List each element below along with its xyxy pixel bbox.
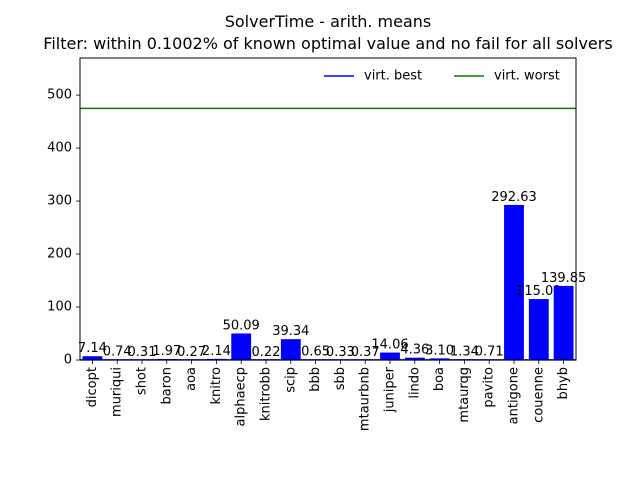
- data-label-knitrobb: 0.22: [252, 345, 281, 360]
- y-tick-label-500: 500: [47, 88, 72, 103]
- bar-antigone: [504, 204, 524, 360]
- x-tick-label-scip: scip: [283, 367, 298, 393]
- x-tick-label-knitro: knitro: [209, 367, 224, 405]
- chart-title: SolverTime - arith. means: [225, 12, 432, 31]
- data-label-boa: 3.10: [425, 343, 454, 358]
- bar-alphaecp: [231, 333, 252, 360]
- data-label-knitro: 2.14: [202, 344, 231, 359]
- x-tick-label-baron: baron: [159, 367, 174, 404]
- x-tick-label-aoa: aoa: [184, 367, 199, 391]
- axes-frame: [79, 57, 577, 361]
- data-label-baron: 1.97: [152, 344, 181, 359]
- data-label-mtaurbnb: 0.37: [351, 345, 380, 360]
- x-tick-label-pavito: pavito: [482, 367, 497, 408]
- y-tick-label-300: 300: [47, 194, 72, 209]
- bar-scip: [280, 339, 301, 360]
- y-tick-label-0: 0: [64, 353, 72, 368]
- legend-label-virt-best: virt. best: [364, 69, 422, 84]
- x-tick-label-dicopt: dicopt: [85, 367, 100, 407]
- data-label-aoa: 0.27: [177, 345, 206, 360]
- bar-couenne: [528, 299, 549, 360]
- x-tick-label-boa: boa: [432, 367, 447, 391]
- x-tick-label-muriqui: muriqui: [110, 367, 125, 417]
- x-tick-label-bbb: bbb: [308, 367, 323, 392]
- data-label-scip: 39.34: [272, 324, 309, 339]
- data-label-couenne: 115.01: [516, 284, 562, 299]
- x-tick-label-lindo: lindo: [407, 367, 422, 399]
- x-tick-label-alphaecp: alphaecp: [234, 367, 249, 426]
- plot-area: 7.14dicopt0.74muriqui0.31shot1.97baron0.…: [47, 57, 587, 431]
- data-label-alphaecp: 50.09: [223, 318, 260, 333]
- data-label-pavito: 0.71: [475, 345, 504, 360]
- x-tick-label-shot: shot: [135, 367, 150, 395]
- data-label-mtaurqg: 1.34: [450, 344, 479, 359]
- bar-dicopt: [82, 356, 103, 360]
- data-label-dicopt: 7.14: [78, 341, 107, 356]
- data-label-bbb: 0.65: [301, 345, 330, 360]
- data-label-antigone: 292.63: [491, 190, 537, 205]
- data-label-bhyb: 139.85: [541, 271, 587, 286]
- bar-bhyb: [553, 285, 574, 360]
- x-tick-label-antigone: antigone: [507, 367, 522, 424]
- x-tick-label-bhyb: bhyb: [556, 367, 571, 399]
- chart-subtitle: Filter: within 0.1002% of known optimal …: [43, 34, 612, 53]
- x-tick-label-mtaurbnb: mtaurbnb: [358, 367, 373, 431]
- data-label-juniper: 14.06: [371, 338, 408, 353]
- legend-label-virt-worst: virt. worst: [494, 69, 560, 84]
- x-tick-label-sbb: sbb: [333, 367, 348, 390]
- y-tick-label-100: 100: [47, 300, 72, 315]
- data-label-sbb: 0.33: [326, 345, 355, 360]
- y-tick-label-400: 400: [47, 141, 72, 156]
- x-tick-label-mtaurqg: mtaurqg: [457, 367, 472, 423]
- bar-lindo: [404, 357, 425, 360]
- x-tick-label-couenne: couenne: [531, 367, 546, 423]
- y-tick-label-200: 200: [47, 247, 72, 262]
- bar-juniper: [380, 352, 400, 360]
- x-tick-label-knitrobb: knitrobb: [259, 367, 274, 421]
- data-label-shot: 0.31: [128, 345, 157, 360]
- x-tick-label-juniper: juniper: [383, 366, 398, 413]
- data-label-muriqui: 0.74: [103, 345, 132, 360]
- data-label-lindo: 4.36: [400, 343, 429, 358]
